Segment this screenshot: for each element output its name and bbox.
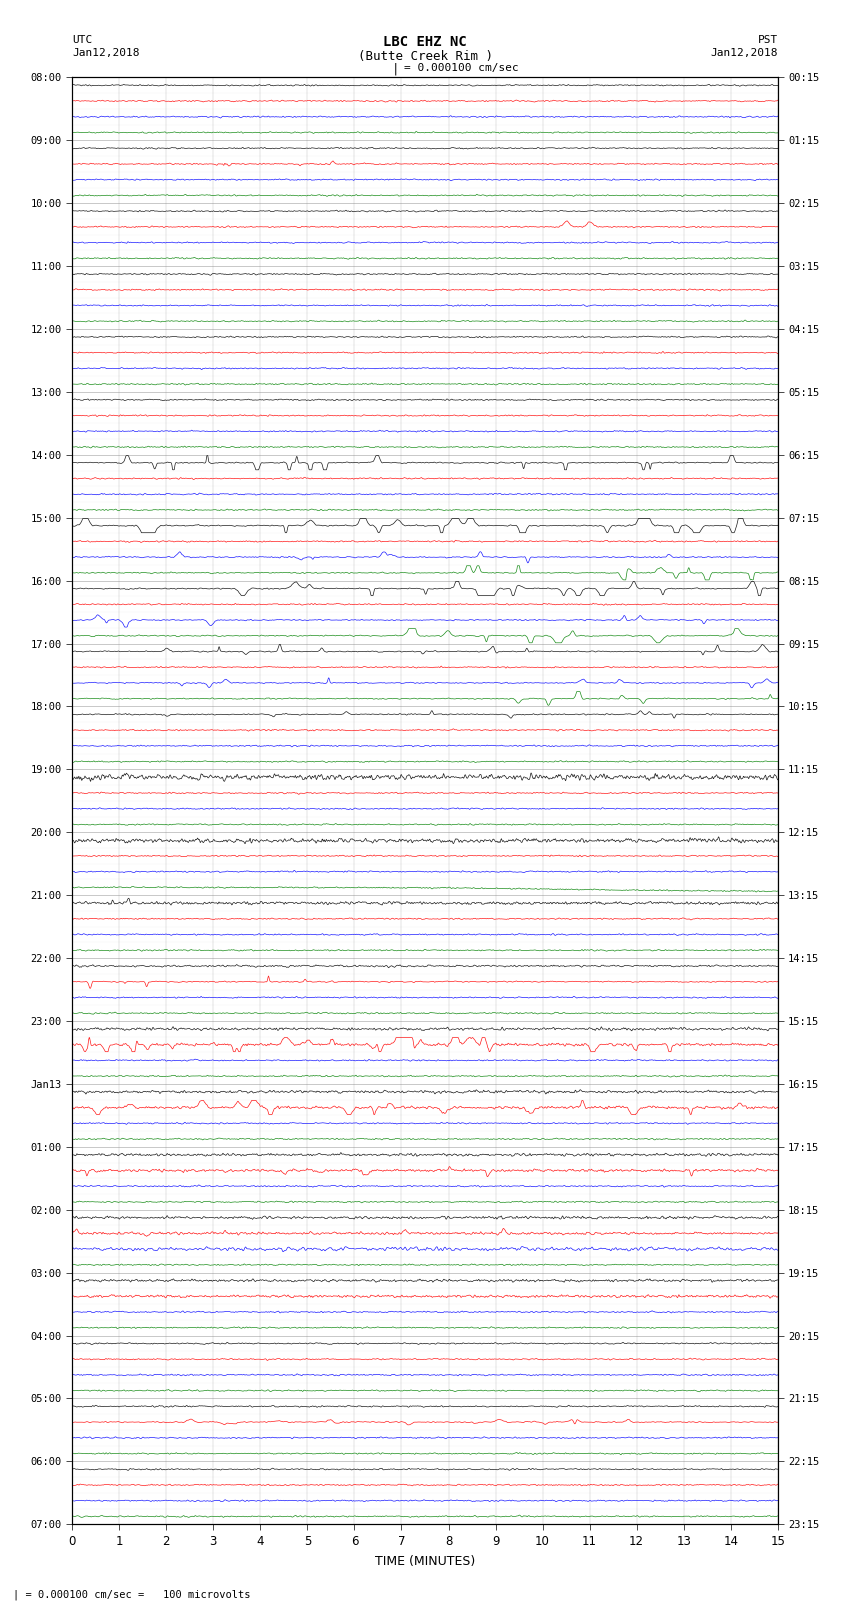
Text: LBC EHZ NC: LBC EHZ NC [383, 35, 467, 50]
Text: = 0.000100 cm/sec: = 0.000100 cm/sec [404, 63, 518, 73]
Text: Jan12,2018: Jan12,2018 [711, 48, 778, 58]
Text: UTC: UTC [72, 35, 93, 45]
Text: | = 0.000100 cm/sec =   100 microvolts: | = 0.000100 cm/sec = 100 microvolts [13, 1589, 250, 1600]
X-axis label: TIME (MINUTES): TIME (MINUTES) [375, 1555, 475, 1568]
Text: Jan12,2018: Jan12,2018 [72, 48, 139, 58]
Text: (Butte Creek Rim ): (Butte Creek Rim ) [358, 50, 492, 63]
Text: PST: PST [757, 35, 778, 45]
Text: |: | [392, 63, 399, 76]
